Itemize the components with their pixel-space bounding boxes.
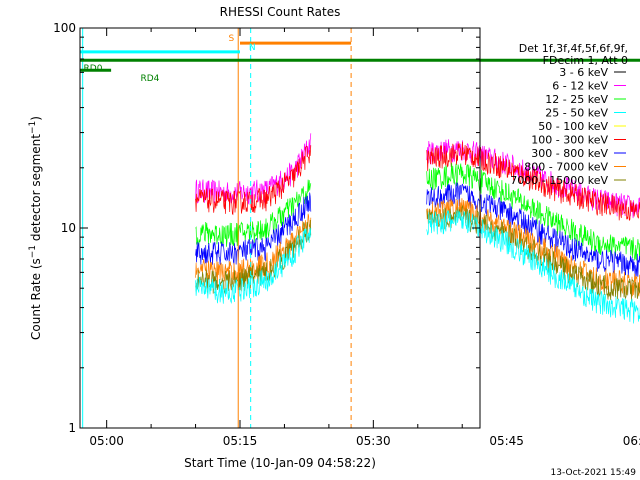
y-axis-label-sup1: −1 bbox=[28, 245, 38, 258]
series-trace-segment bbox=[195, 213, 312, 285]
chart-title: RHESSI Count Rates bbox=[220, 5, 341, 19]
series-trace bbox=[195, 198, 640, 297]
series-trace bbox=[195, 141, 640, 222]
legend-entry: 800 - 7000 keV bbox=[524, 161, 608, 174]
series-trace-segment bbox=[426, 204, 640, 302]
series-trace-segment bbox=[426, 139, 640, 219]
legend-entry: 3 - 6 keV bbox=[559, 66, 608, 79]
legend: Det 1f,3f,4f,5f,6f,9f,FDecim 1, Att 03 -… bbox=[510, 42, 628, 187]
legend-header: Det 1f,3f,4f,5f,6f,9f, bbox=[519, 42, 628, 55]
series-trace bbox=[195, 210, 640, 324]
x-tick-label: 05:15 bbox=[223, 434, 258, 448]
series-trace-segment bbox=[195, 145, 312, 216]
x-tick-label: 05:00 bbox=[89, 434, 124, 448]
data-layer bbox=[195, 133, 640, 324]
series-trace-segment bbox=[426, 182, 640, 278]
timestamp: 13-Oct-2021 15:49 bbox=[551, 468, 637, 478]
y-axis-label-end: ) bbox=[29, 116, 43, 121]
status-bar-label: N bbox=[249, 43, 256, 53]
legend-entry: 7000 - 15000 keV bbox=[510, 174, 608, 187]
series-trace-segment bbox=[195, 133, 312, 206]
y-axis-label-base: Count Rate (s bbox=[29, 258, 43, 340]
x-tick-label: 05:45 bbox=[489, 434, 524, 448]
vertical-marker-lines bbox=[82, 28, 352, 428]
series-trace bbox=[195, 182, 640, 278]
status-bar-label: RD4 bbox=[140, 74, 159, 84]
legend-entry: 50 - 100 keV bbox=[538, 120, 608, 133]
y-tick-label: 100 bbox=[53, 21, 76, 35]
legend-entry: 100 - 300 keV bbox=[531, 134, 608, 147]
axes: 11010005:0005:1505:3005:4506:0006:1506:3… bbox=[53, 21, 640, 448]
status-bars: SNRD0RD4 bbox=[80, 34, 640, 84]
legend-entry: 6 - 12 keV bbox=[552, 80, 608, 93]
series-trace-segment bbox=[426, 210, 640, 324]
series-trace-segment bbox=[426, 198, 640, 297]
series-trace-segment bbox=[195, 227, 312, 304]
y-tick-label: 1 bbox=[68, 421, 76, 435]
series-trace bbox=[195, 133, 640, 219]
legend-entry: 12 - 25 keV bbox=[545, 93, 608, 106]
status-bar-label: S bbox=[228, 34, 234, 44]
legend-header: FDecim 1, Att 0 bbox=[543, 54, 628, 67]
legend-entry: 300 - 800 keV bbox=[531, 147, 608, 160]
legend-entry: 25 - 50 keV bbox=[545, 107, 608, 120]
y-axis-label-mid: detector segment bbox=[29, 134, 43, 245]
series-trace bbox=[195, 163, 640, 261]
y-axis-label-sup2: −1 bbox=[28, 121, 38, 134]
series-trace-segment bbox=[426, 163, 640, 261]
y-axis-label: Count Rate (s−1 detector segment−1) bbox=[28, 116, 43, 340]
series-trace-segment bbox=[195, 179, 312, 247]
series-trace-segment bbox=[195, 192, 312, 266]
x-tick-label: 06:00 bbox=[623, 434, 640, 448]
y-tick-label: 10 bbox=[61, 221, 76, 235]
x-axis-label: Start Time (10-Jan-09 04:58:22) bbox=[184, 456, 376, 470]
x-tick-label: 05:30 bbox=[356, 434, 391, 448]
series-trace-segment bbox=[426, 141, 640, 222]
